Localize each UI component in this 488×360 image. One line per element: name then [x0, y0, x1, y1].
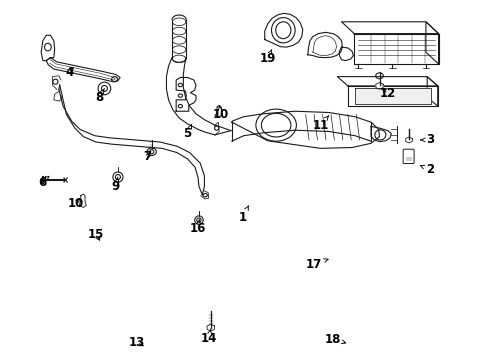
Polygon shape	[79, 194, 86, 207]
Polygon shape	[425, 22, 438, 64]
Polygon shape	[337, 77, 437, 86]
Polygon shape	[41, 35, 55, 60]
Polygon shape	[375, 82, 383, 89]
Text: 9: 9	[111, 177, 120, 193]
Text: 11: 11	[312, 116, 328, 132]
Polygon shape	[264, 13, 302, 47]
FancyBboxPatch shape	[402, 149, 413, 163]
Text: 17: 17	[305, 258, 327, 271]
Polygon shape	[200, 190, 208, 199]
Polygon shape	[231, 111, 379, 148]
Text: 13: 13	[128, 336, 145, 349]
Text: 18: 18	[324, 333, 345, 346]
Text: 3: 3	[420, 134, 433, 147]
Polygon shape	[46, 58, 120, 82]
Text: 4: 4	[65, 66, 73, 79]
Polygon shape	[341, 22, 438, 33]
Text: 16: 16	[189, 219, 206, 235]
Text: 7: 7	[143, 150, 151, 163]
Polygon shape	[347, 86, 437, 106]
Polygon shape	[166, 58, 230, 135]
Text: 8: 8	[95, 89, 104, 104]
Polygon shape	[214, 122, 219, 135]
Polygon shape	[339, 47, 353, 60]
Polygon shape	[307, 32, 342, 58]
Polygon shape	[52, 76, 61, 89]
Text: 2: 2	[420, 163, 433, 176]
Polygon shape	[405, 137, 411, 143]
Text: 10: 10	[67, 197, 84, 210]
Polygon shape	[231, 111, 370, 141]
Polygon shape	[427, 77, 437, 106]
Polygon shape	[207, 324, 214, 331]
Polygon shape	[353, 33, 438, 64]
Polygon shape	[354, 89, 430, 104]
Polygon shape	[59, 85, 204, 195]
Text: 14: 14	[200, 329, 216, 345]
Text: 15: 15	[88, 228, 104, 241]
Text: 5: 5	[183, 124, 191, 140]
Text: 12: 12	[379, 87, 395, 100]
Text: 10: 10	[213, 105, 229, 121]
Polygon shape	[54, 91, 62, 101]
Polygon shape	[215, 105, 222, 117]
Text: 6: 6	[38, 176, 49, 189]
Polygon shape	[370, 126, 390, 141]
Text: 1: 1	[238, 206, 248, 225]
Polygon shape	[176, 77, 196, 111]
Text: 19: 19	[259, 50, 275, 66]
